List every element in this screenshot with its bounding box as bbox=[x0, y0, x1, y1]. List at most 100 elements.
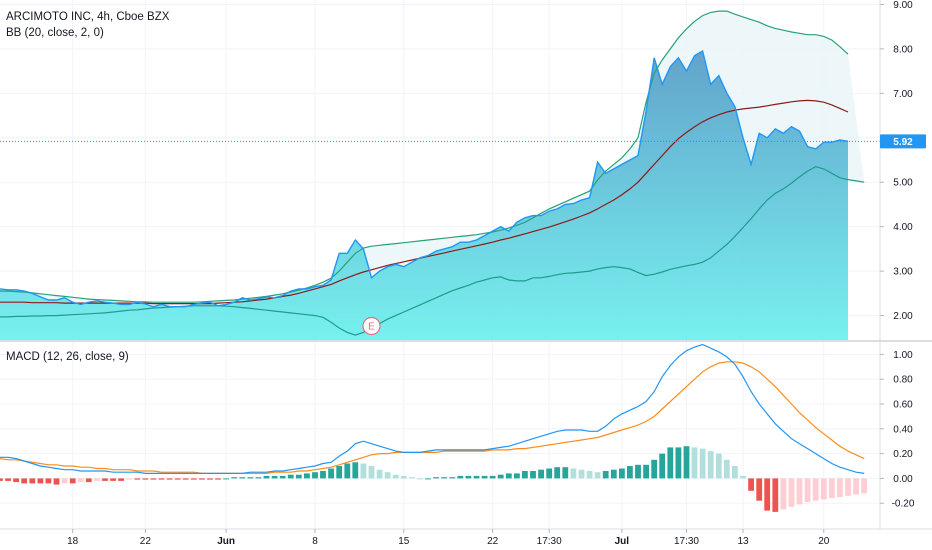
macd-histogram-bar bbox=[85, 478, 92, 483]
macd-histogram-bar bbox=[312, 472, 318, 479]
price-tick-label: 8.00 bbox=[893, 44, 913, 55]
time-tick-label: 18 bbox=[67, 536, 79, 547]
price-area-fill bbox=[0, 51, 848, 340]
macd-histogram-bar bbox=[845, 478, 851, 496]
macd-histogram-bar bbox=[271, 475, 278, 479]
macd-histogram-bar bbox=[304, 473, 310, 479]
macd-histogram-bar bbox=[247, 477, 254, 479]
time-scale[interactable]: 18 22 Jun 8 15 22 17:30 Jul 17:30 13 20 bbox=[0, 528, 932, 547]
macd-histogram-bar bbox=[586, 471, 593, 479]
price-tick-label: 4.00 bbox=[893, 222, 913, 233]
macd-histogram-bar bbox=[732, 466, 738, 479]
macd-histogram-bar bbox=[287, 474, 294, 479]
macd-histogram-bar bbox=[820, 478, 827, 500]
macd-histogram-bar bbox=[465, 475, 472, 479]
time-tick-label: 13 bbox=[737, 536, 749, 547]
macd-histogram-bar bbox=[659, 453, 666, 479]
macd-histogram-bar bbox=[166, 478, 173, 480]
macd-histogram-bar bbox=[481, 475, 488, 479]
macd-histogram-bar bbox=[756, 478, 763, 501]
macd-histogram-bar bbox=[433, 477, 439, 479]
macd-histogram-bar bbox=[5, 478, 11, 481]
macd-histogram-bar bbox=[368, 466, 375, 479]
macd-histogram-bar bbox=[675, 447, 682, 479]
macd-histogram-bar bbox=[788, 478, 795, 507]
time-tick-label: Jun bbox=[217, 536, 235, 547]
macd-histogram-bar bbox=[21, 478, 28, 484]
macd-histogram-bar bbox=[627, 466, 633, 479]
macd-histogram-bar bbox=[715, 453, 722, 479]
macd-histogram-bar bbox=[344, 463, 351, 479]
macd-histogram-bar bbox=[110, 478, 116, 481]
price-scale[interactable]: 9.008.007.006.005.004.003.002.00 1.000.8… bbox=[879, 0, 926, 529]
chart-title: ARCIMOTO INC, 4h, Cboe BZX bbox=[6, 11, 170, 23]
macd-histogram-bar bbox=[449, 477, 456, 479]
macd-histogram-bar bbox=[546, 468, 553, 479]
macd-histogram-bar bbox=[772, 478, 779, 512]
macd-histogram-bar bbox=[505, 473, 512, 479]
macd-histogram-bar bbox=[102, 478, 108, 481]
macd-histogram-bar bbox=[796, 478, 803, 505]
time-tick-label: 8 bbox=[312, 536, 318, 547]
macd-histogram-bar bbox=[29, 478, 36, 484]
macd-tick-label: -0.20 bbox=[892, 499, 915, 510]
macd-histogram-bar bbox=[804, 478, 811, 502]
macd-histogram-bar bbox=[263, 475, 270, 479]
macd-histogram-bar bbox=[554, 467, 561, 479]
macd-tick-label: 1.00 bbox=[893, 350, 913, 361]
price-tick-label: 3.00 bbox=[893, 267, 913, 278]
price-tick-label: 7.00 bbox=[893, 89, 913, 100]
macd-histogram-bar bbox=[255, 477, 262, 479]
macd-histogram-bar bbox=[707, 451, 714, 479]
macd-histogram-bar bbox=[853, 478, 859, 495]
macd-histogram-bar bbox=[578, 469, 585, 479]
earnings-marker[interactable]: E bbox=[362, 316, 381, 336]
last-price-value: 5.92 bbox=[893, 137, 913, 148]
macd-histogram-bar bbox=[683, 446, 690, 479]
macd-histogram-bar bbox=[376, 469, 383, 479]
macd-histogram-bar bbox=[295, 474, 302, 479]
macd-histogram-bar bbox=[691, 447, 698, 479]
macd-pane[interactable]: MACD (12, 26, close, 9) bbox=[0, 343, 880, 512]
macd-histogram-bar bbox=[473, 475, 480, 479]
macd-histogram-bar bbox=[45, 478, 52, 484]
macd-histogram-bar bbox=[239, 477, 246, 479]
macd-histogram-bar bbox=[37, 478, 44, 484]
macd-histogram-bar bbox=[651, 459, 658, 479]
macd-histogram-bar bbox=[635, 464, 641, 479]
price-pane[interactable]: E ARCIMOTO INC, 4h, Cboe BZX BB (20, clo… bbox=[0, 0, 880, 528]
macd-histogram-bar bbox=[643, 464, 649, 479]
macd-tick-label: 0.60 bbox=[893, 400, 913, 411]
macd-histogram-bar bbox=[538, 469, 544, 479]
macd-histogram-bar bbox=[207, 478, 213, 480]
macd-histogram-bar bbox=[570, 468, 577, 479]
macd-tick-label: 0.00 bbox=[893, 474, 913, 485]
macd-histogram-bar bbox=[723, 459, 730, 479]
price-tick-label: 9.00 bbox=[893, 0, 913, 11]
macd-histogram-bar bbox=[740, 475, 746, 479]
macd-histogram-bar bbox=[699, 448, 706, 479]
macd-histogram-bar bbox=[619, 468, 625, 479]
time-tick-label: Jul bbox=[615, 536, 630, 547]
macd-histogram-bar bbox=[150, 478, 157, 480]
price-tick-label: 5.00 bbox=[893, 178, 913, 189]
time-tick-label: 20 bbox=[818, 536, 830, 547]
macd-histogram-bar bbox=[231, 477, 238, 479]
macd-histogram-bar bbox=[530, 471, 536, 479]
macd-legend: MACD (12, 26, close, 9) bbox=[6, 351, 129, 363]
macd-histogram-bar bbox=[764, 478, 771, 511]
macd-histogram-bar bbox=[126, 478, 133, 480]
macd-histogram-bar bbox=[392, 474, 399, 479]
macd-histogram-bar bbox=[400, 475, 407, 479]
macd-tick-label: 0.40 bbox=[893, 424, 913, 435]
macd-histogram-bar bbox=[497, 474, 504, 479]
macd-histogram-bar bbox=[780, 478, 787, 510]
time-tick-label: 17:30 bbox=[537, 536, 562, 547]
price-line bbox=[0, 50, 849, 308]
price-tick-label: 2.00 bbox=[893, 311, 913, 322]
time-tick-label: 22 bbox=[140, 536, 152, 547]
last-price-badge: 5.92 bbox=[880, 134, 926, 149]
macd-histogram-bar bbox=[190, 478, 197, 480]
bb-legend: BB (20, close, 2, 0) bbox=[6, 27, 104, 39]
